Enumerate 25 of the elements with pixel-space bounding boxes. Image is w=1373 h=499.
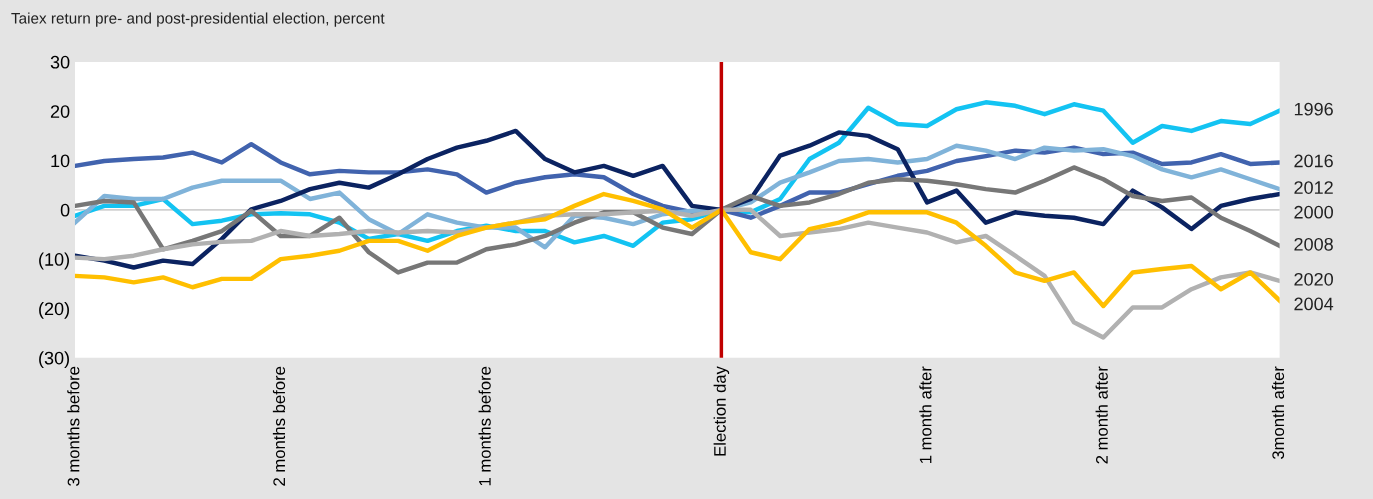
- y-tick-label: (20): [39, 301, 69, 319]
- series-label: 2000: [1294, 205, 1333, 219]
- y-tick-label: 10: [51, 154, 70, 168]
- x-tick-label: 2 month after: [1095, 366, 1108, 464]
- series-label: 2012: [1294, 181, 1333, 194]
- line-series: [74, 128, 1280, 270]
- x-tick-label: 1 months before: [478, 366, 491, 486]
- line-series: [74, 165, 1280, 275]
- y-tick-label: 20: [50, 105, 70, 118]
- series-label: 1996: [1294, 102, 1333, 116]
- series-label: 2008: [1294, 237, 1333, 251]
- x-tick-label: 3month after: [1271, 366, 1285, 460]
- y-tick-label: 30: [50, 55, 70, 69]
- x-tick-label: 2 months before: [272, 366, 286, 486]
- x-tick-label: 1 month after: [919, 366, 932, 464]
- series-label: 2020: [1294, 272, 1333, 286]
- x-tick-label: Election day: [713, 366, 730, 456]
- line-series: [74, 191, 1280, 309]
- chart-title: Taiex return pre- and post-presidential election, percent: [11, 12, 385, 27]
- y-tick-label: 0: [60, 203, 70, 217]
- y-tick-label: (30): [39, 351, 69, 369]
- series-label: 2016: [1294, 154, 1333, 168]
- x-tick-label: 3 months before: [67, 366, 80, 486]
- y-tick-label: (10): [39, 252, 69, 270]
- series-label: 2004: [1294, 297, 1334, 311]
